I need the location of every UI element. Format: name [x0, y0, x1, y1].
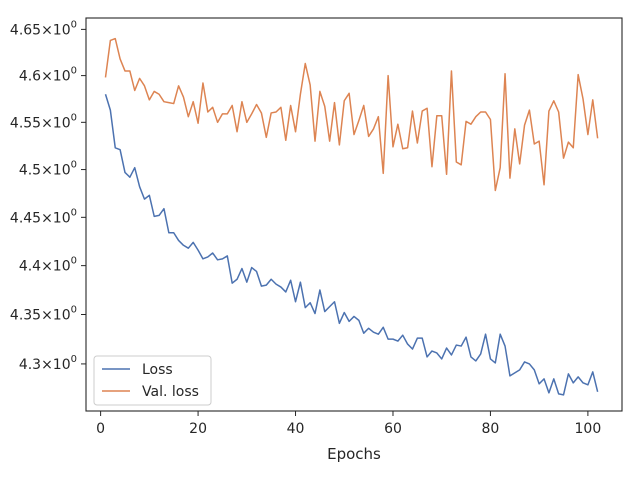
legend: Loss Val. loss [93, 355, 212, 406]
plot-background [86, 18, 622, 411]
y-tick-label: 4.35×100 [10, 304, 77, 323]
y-tick-label: 4.45×100 [10, 207, 77, 226]
x-tick-label: 80 [482, 421, 500, 437]
y-tick-label: 4.4×100 [19, 256, 77, 275]
y-tick-label: 4.3×100 [19, 354, 77, 373]
y-axis-ticks: 4.3×100 4.35×100 4.4×100 4.45×100 4.5×100 4.5… [10, 19, 86, 373]
plot-frame [85, 17, 623, 412]
x-axis-label: Epochs [327, 445, 381, 463]
legend-label-loss: Loss [142, 362, 173, 378]
x-axis-ticks: 0 20 40 60 80 100 [96, 411, 601, 437]
y-tick-label: 4.65×100 [10, 19, 77, 38]
y-tick-label: 4.5×100 [19, 160, 77, 179]
x-tick-label: 20 [189, 421, 207, 437]
series-layer [104, 37, 599, 396]
x-tick-label: 0 [96, 421, 105, 437]
x-tick-label: 60 [384, 421, 402, 437]
series-line-val-loss [104, 37, 599, 192]
legend-label-val-loss: Val. loss [142, 384, 199, 400]
y-tick-label: 4.6×100 [19, 66, 77, 85]
series-line-loss [104, 94, 599, 396]
x-tick-label: 40 [287, 421, 305, 437]
x-tick-label: 100 [575, 421, 602, 437]
y-tick-label: 4.55×100 [10, 112, 77, 131]
